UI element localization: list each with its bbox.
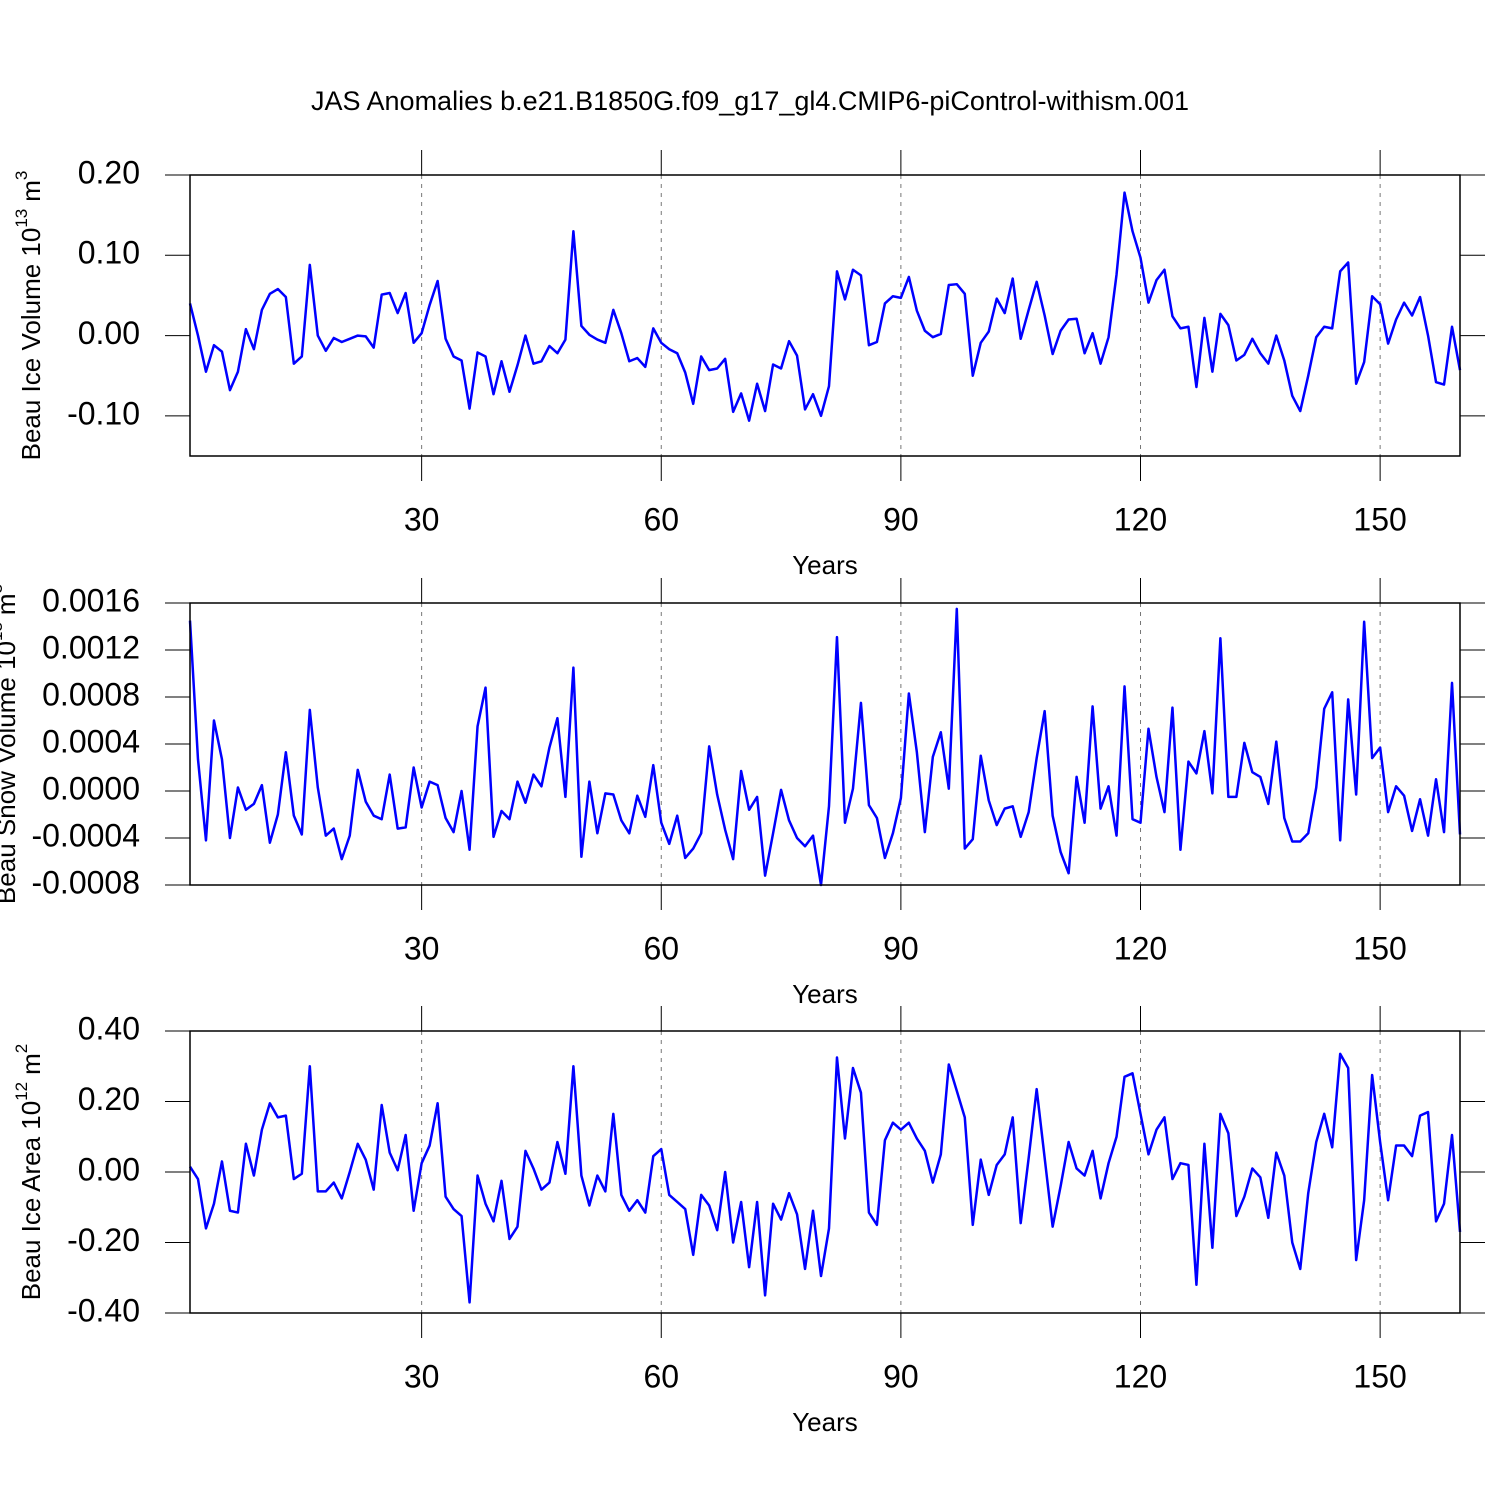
x-tick-label: 120	[1114, 1358, 1167, 1394]
y-tick-label: -0.0004	[31, 817, 140, 853]
x-tick-label: 30	[404, 1358, 440, 1394]
y-tick-label: -0.40	[67, 1292, 140, 1328]
x-tick-label: 90	[883, 1358, 919, 1394]
x-tick-label: 60	[643, 930, 679, 966]
y-tick-label: 0.40	[78, 1010, 140, 1046]
figure-title: JAS Anomalies b.e21.B1850G.f09_g17_gl4.C…	[311, 86, 1189, 116]
y-tick-label: -0.10	[67, 395, 140, 431]
plot-frame	[189, 174, 1461, 457]
y-tick-label: 0.20	[78, 1081, 140, 1117]
y-axis-title-exponent: 12	[12, 1082, 31, 1101]
y-tick-label: 0.0008	[42, 676, 140, 712]
plot-frame	[189, 602, 1461, 886]
x-tick-label: 90	[883, 501, 919, 537]
x-tick-label: 150	[1353, 501, 1406, 537]
y-axis-title-exponent: 13	[0, 622, 6, 641]
y-tick-label: 0.0004	[42, 723, 140, 759]
y-tick-label: 0.0016	[42, 582, 140, 618]
y-axis-title: Beau Ice Area 1012 m2	[12, 1044, 45, 1301]
x-tick-label: 60	[643, 1358, 679, 1394]
y-tick-label: 0.20	[78, 154, 140, 190]
x-tick-label: 30	[404, 930, 440, 966]
y-axis-title-unit-exponent: 3	[12, 171, 31, 180]
y-tick-label: 0.00	[78, 1151, 140, 1187]
x-axis-title: Years	[792, 550, 858, 580]
y-tick-label: 0.0012	[42, 629, 140, 665]
y-axis-title: Beau Snow Volume 1013 m3	[0, 584, 21, 904]
x-tick-label: 120	[1114, 501, 1167, 537]
data-line	[188, 1052, 1462, 1304]
y-axis-title-base: Beau Ice Volume 10	[16, 228, 46, 461]
y-axis-title-unit-exponent: 2	[12, 1044, 31, 1053]
y-axis-title: Beau Ice Volume 1013 m3	[12, 171, 45, 461]
y-axis-title-unit: m	[16, 180, 46, 202]
x-tick-label: 60	[643, 501, 679, 537]
x-axis-title: Years	[792, 979, 858, 1009]
data-line	[188, 607, 1462, 887]
x-tick-label: 30	[404, 501, 440, 537]
x-tick-label: 90	[883, 930, 919, 966]
x-axis-title: Years	[792, 1407, 858, 1437]
data-line	[188, 191, 1462, 422]
y-axis-title-unit: m	[16, 1053, 46, 1075]
y-axis-title-base: Beau Snow Volume 10	[0, 641, 21, 904]
y-tick-label: -0.0008	[31, 864, 140, 900]
y-tick-label: 0.10	[78, 235, 140, 271]
x-tick-label: 150	[1353, 930, 1406, 966]
y-tick-label: 0.0000	[42, 770, 140, 806]
y-tick-label: -0.20	[67, 1222, 140, 1258]
y-tick-label: 0.00	[78, 315, 140, 351]
y-axis-title-unit-exponent: 3	[0, 584, 6, 593]
y-axis-title-unit: m	[0, 593, 21, 615]
plot-frame	[189, 1030, 1461, 1314]
y-axis-title-base: Beau Ice Area 10	[16, 1101, 46, 1300]
x-tick-label: 150	[1353, 1358, 1406, 1394]
y-axis-title-exponent: 13	[12, 209, 31, 228]
x-tick-label: 120	[1114, 930, 1167, 966]
